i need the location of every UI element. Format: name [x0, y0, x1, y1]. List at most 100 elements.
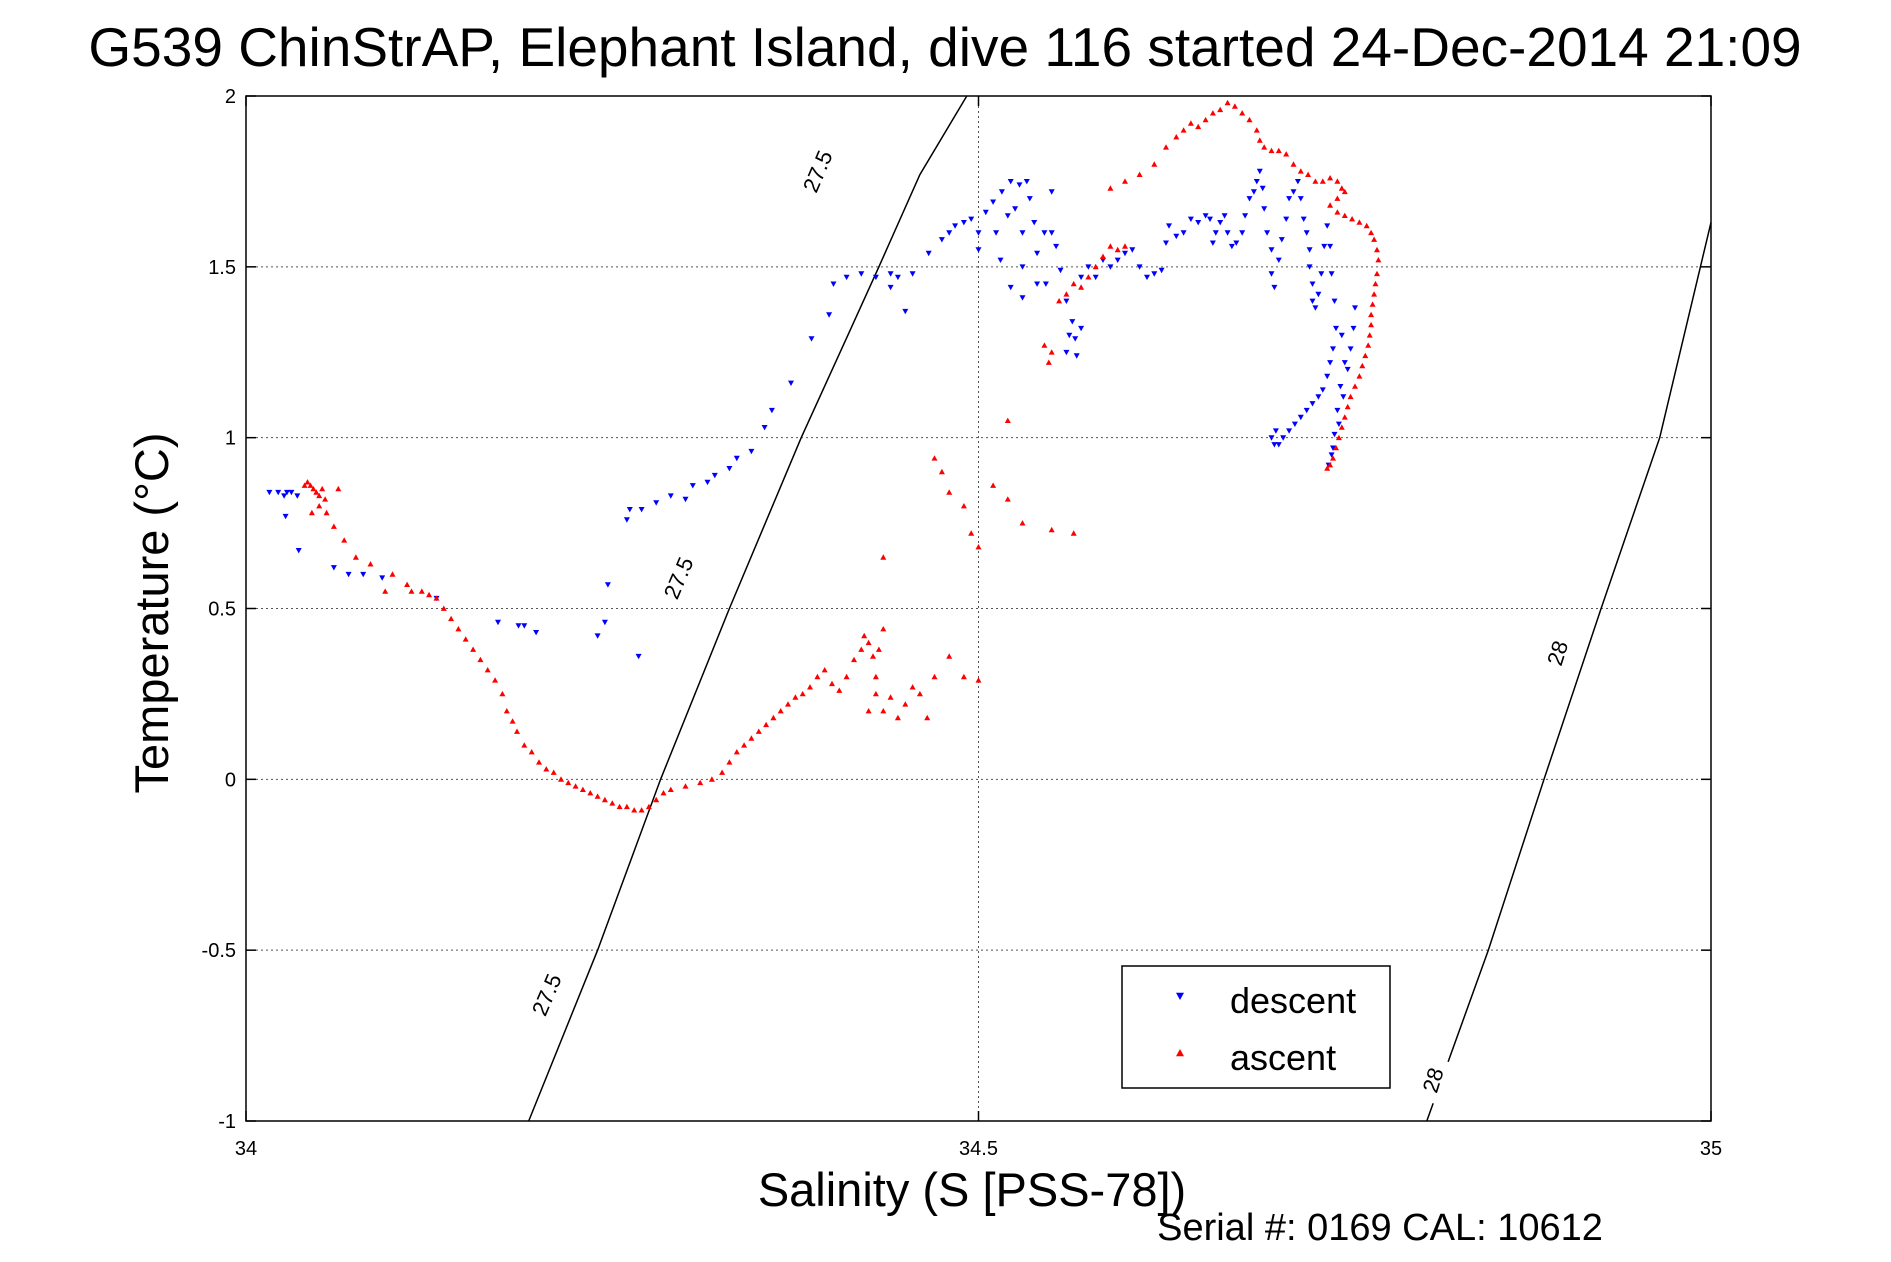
serial-footer: Serial #: 0169 CAL: 10612: [1157, 1207, 1603, 1249]
ascent-point: [682, 783, 689, 789]
descent-point: [601, 619, 608, 626]
descent-point: [1233, 240, 1240, 246]
descent-point: [998, 189, 1005, 195]
ascent-point: [426, 591, 433, 598]
descent-point: [768, 407, 775, 414]
ascent-point: [865, 708, 872, 714]
descent-point: [1042, 281, 1049, 287]
ascent-point: [316, 503, 323, 509]
y-tick-label: 0.5: [208, 599, 236, 621]
ascent-point: [1290, 161, 1297, 167]
ascent-point: [836, 687, 843, 693]
descent-point: [1007, 284, 1014, 291]
descent-point: [1136, 264, 1143, 270]
descent-point: [1290, 189, 1297, 195]
descent-point: [1092, 274, 1099, 281]
ascent-point: [1246, 116, 1253, 123]
descent-point: [1041, 230, 1048, 236]
descent-point: [1319, 387, 1326, 393]
ascent-point: [521, 742, 528, 748]
y-tick-label: 1.5: [208, 257, 236, 279]
ascent-point: [1209, 110, 1216, 116]
y-tick-label: -1: [218, 1111, 236, 1133]
ascent-point: [1338, 185, 1345, 191]
ascent-point: [579, 786, 586, 792]
legend-marker-descent: [1176, 992, 1184, 1000]
ascent-point: [755, 728, 762, 734]
ascent-point: [1352, 383, 1358, 389]
descent-point: [682, 496, 689, 503]
x-axis-label: Salinity (S [PSS-78]): [758, 1163, 1186, 1216]
ascent-point: [499, 690, 506, 697]
descent-point: [887, 271, 894, 277]
descent-point: [1007, 179, 1014, 185]
descent-point: [379, 575, 386, 581]
ascent-point: [1217, 106, 1224, 113]
descent-point: [1324, 223, 1331, 229]
ascent-point: [433, 595, 440, 601]
descent-point: [495, 619, 501, 626]
descent-point: [295, 548, 302, 554]
ascent-point: [404, 581, 411, 587]
descent-point: [1221, 213, 1228, 219]
descent-point: [1066, 332, 1073, 339]
ascent-point: [931, 673, 938, 680]
descent-point: [1306, 247, 1313, 253]
chart-title: G539 ChinStrAP, Elephant Island, dive 11…: [88, 16, 1801, 78]
descent-point: [1057, 267, 1064, 274]
descent-point: [1158, 267, 1165, 274]
descent-point: [925, 250, 932, 257]
ascent-point: [1368, 229, 1375, 236]
descent-point: [1207, 216, 1213, 222]
ascent-point: [880, 708, 887, 714]
ascent-point: [638, 807, 645, 813]
ascent-point: [1151, 161, 1158, 167]
ascent-point: [509, 718, 516, 724]
descent-point: [902, 308, 909, 315]
ascent-point: [697, 779, 704, 786]
ascent-point: [1324, 465, 1331, 471]
ascent-point: [1366, 332, 1373, 338]
ascent-point: [1333, 444, 1339, 451]
ascent-point: [1004, 417, 1011, 423]
descent-point: [282, 513, 289, 520]
ascent-point: [880, 626, 887, 632]
descent-point: [1286, 428, 1293, 434]
contour-label-bg: [1412, 1054, 1453, 1106]
descent-point: [1340, 394, 1347, 400]
descent-point: [887, 284, 894, 291]
ascent-point: [1341, 188, 1348, 195]
ascent-point: [909, 684, 916, 690]
descent-point: [1272, 428, 1279, 434]
ascent-point: [645, 803, 652, 810]
ascent-point: [799, 690, 806, 697]
x-tick-label: 35: [1700, 1138, 1722, 1160]
ascent-point: [931, 455, 938, 461]
descent-point: [1268, 247, 1275, 253]
ascent-point: [514, 728, 520, 734]
ascent-point: [960, 673, 967, 680]
ascent-point: [623, 803, 630, 810]
ascent-point: [1334, 195, 1341, 201]
ascent-point: [924, 714, 931, 721]
contour-label-bg: [656, 552, 700, 604]
descent-point: [1306, 264, 1313, 270]
descent-point: [1023, 179, 1030, 185]
legend-marker-ascent: [1176, 1049, 1184, 1057]
descent-point: [938, 237, 945, 243]
descent-point: [623, 517, 630, 523]
descent-point: [1107, 264, 1114, 270]
ascent-point: [1114, 246, 1121, 253]
descent-point: [1283, 216, 1290, 222]
descent-point: [1327, 243, 1334, 250]
descent-point: [1031, 220, 1038, 226]
ascent-point: [1239, 110, 1246, 116]
ascent-point: [1231, 103, 1238, 109]
ascent-point: [1362, 352, 1369, 359]
ascent-point: [1004, 496, 1011, 502]
descent-point: [1048, 230, 1055, 236]
legend-box: [1121, 965, 1391, 1089]
descent-point: [1217, 220, 1224, 226]
ascent-point: [1356, 219, 1363, 225]
contour-label-bg: [795, 145, 839, 197]
